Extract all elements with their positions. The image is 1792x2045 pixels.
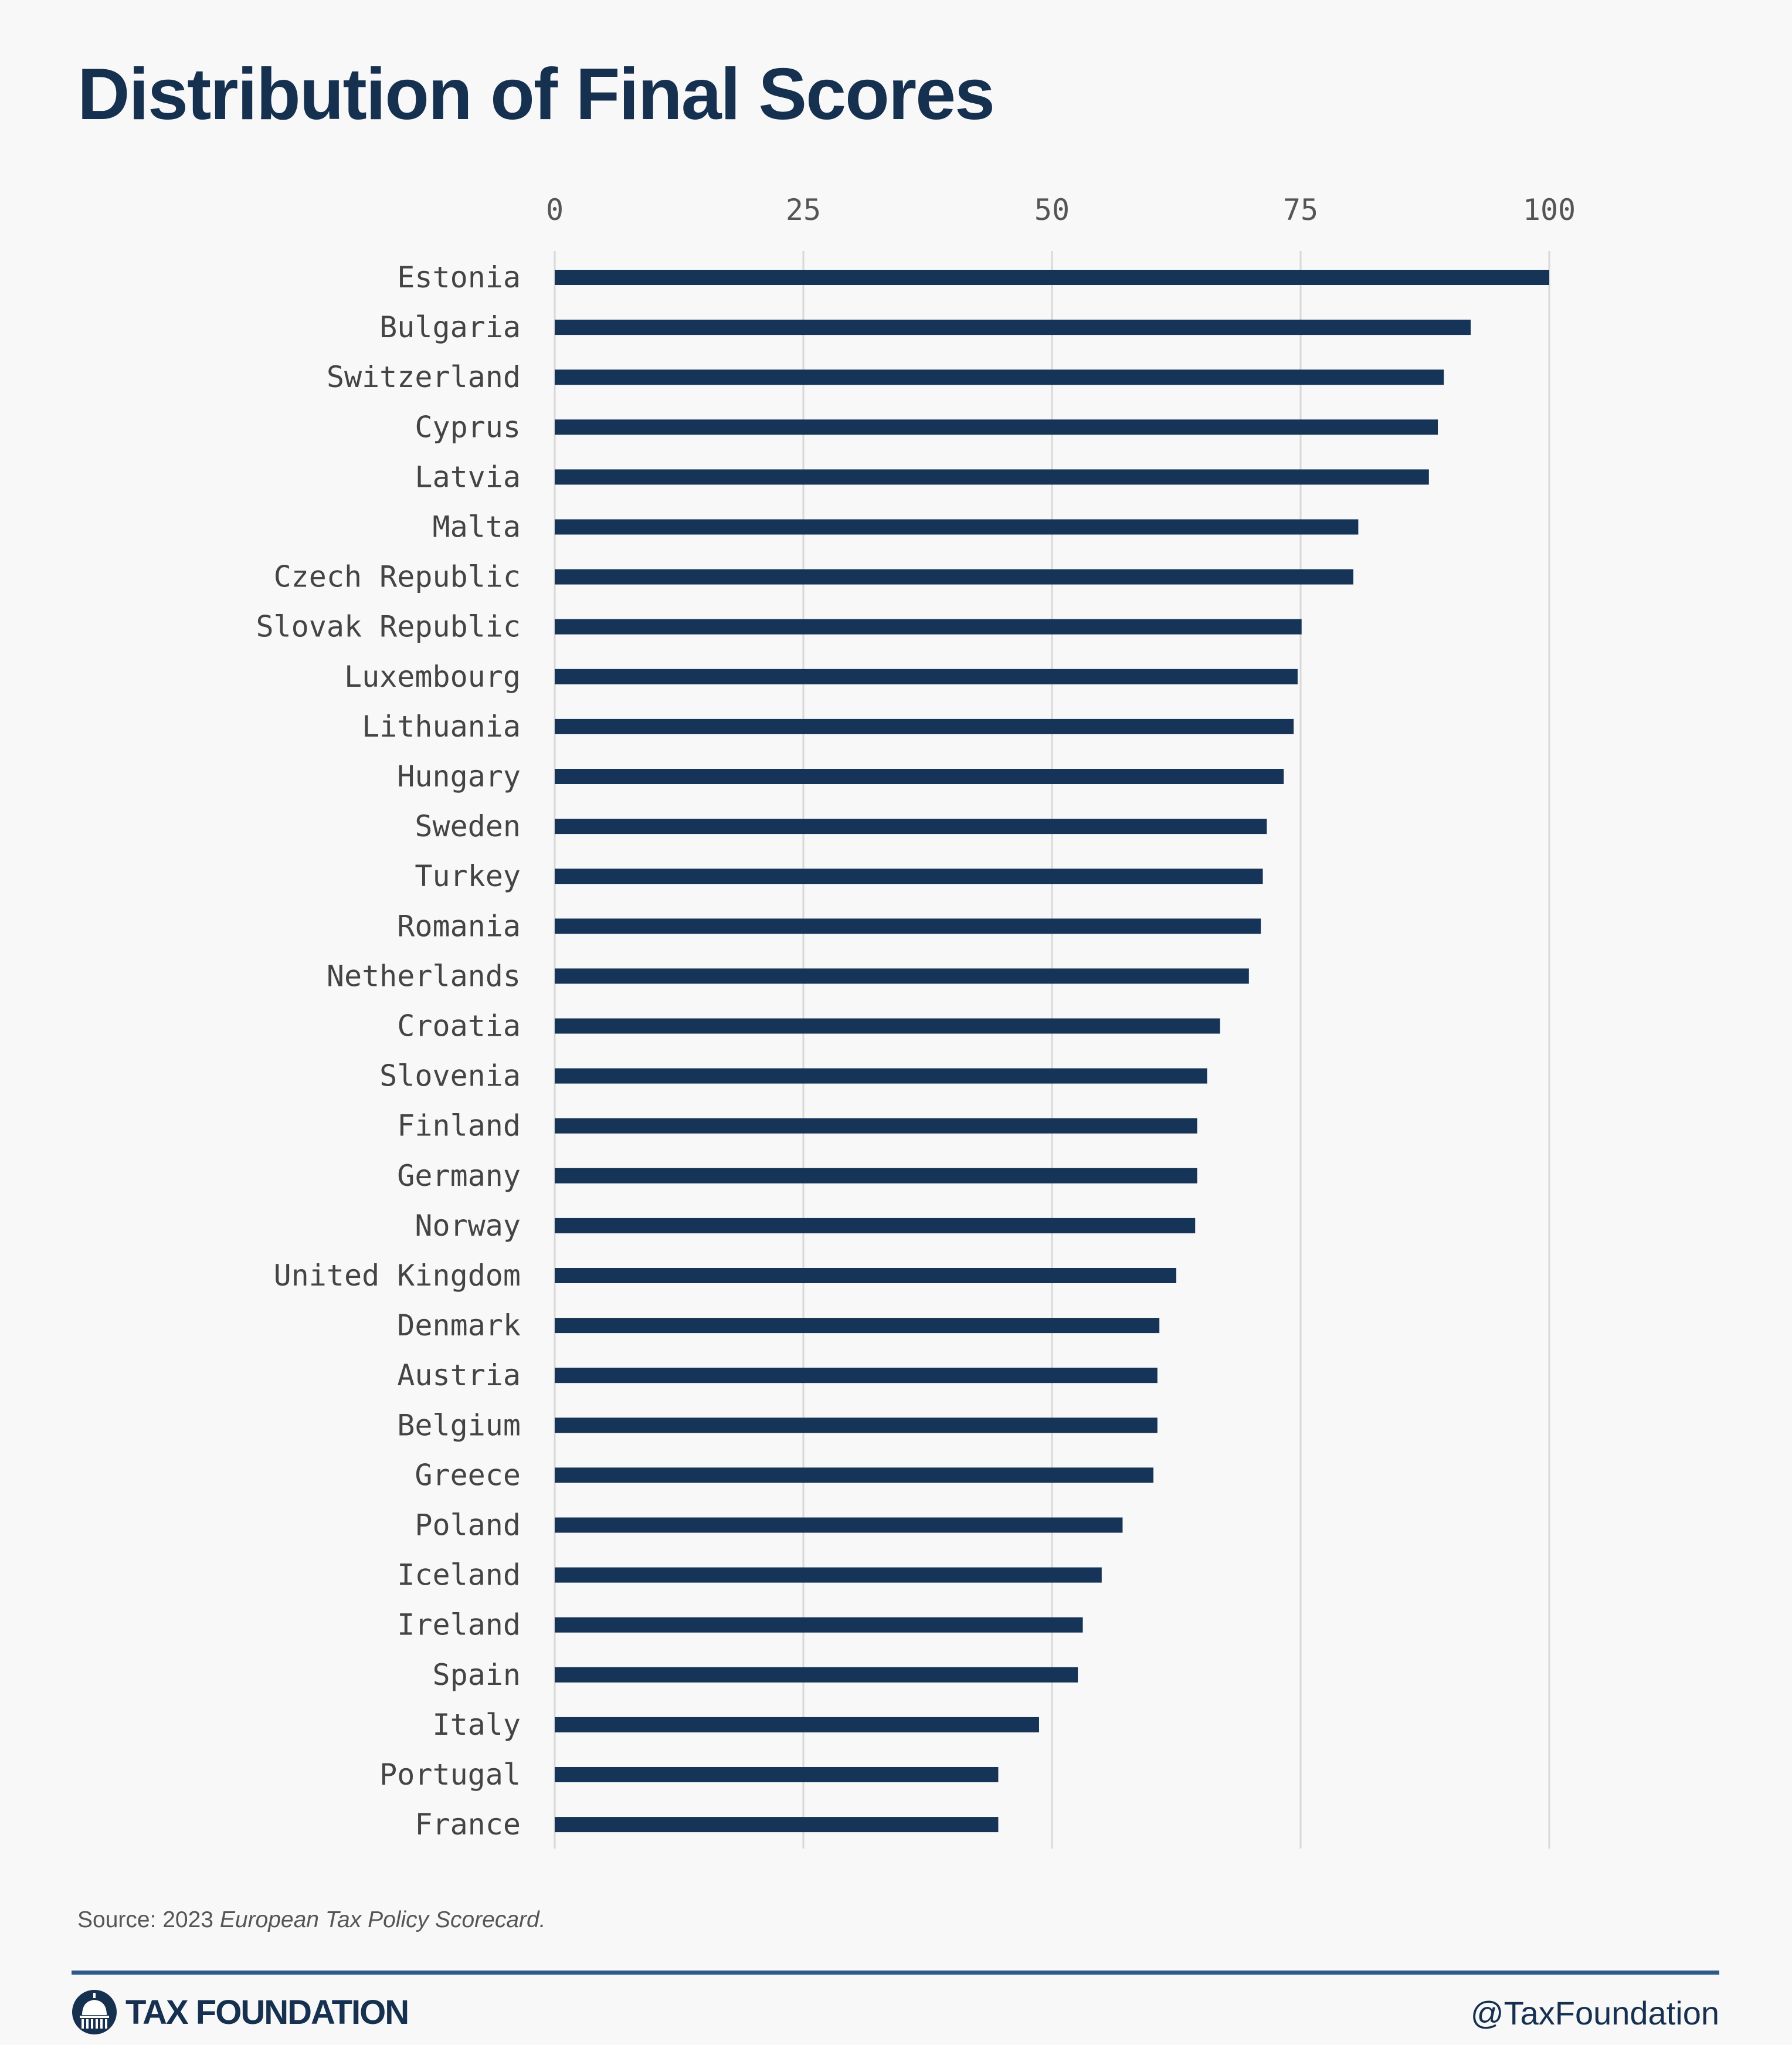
category-label: Spain [432,1658,521,1692]
bar [555,769,1284,784]
bar [555,1168,1197,1183]
category-label: Netherlands [327,959,521,993]
bar [555,869,1263,884]
bar [555,1217,1196,1233]
gridlines [554,251,1550,1849]
bar [555,718,1294,734]
category-label: Hungary [397,759,521,793]
category-label: Slovenia [379,1059,521,1093]
bar [555,1667,1078,1683]
bar [555,1517,1123,1533]
bars [555,270,1549,1833]
bar [555,419,1438,435]
category-label: Ireland [397,1608,521,1642]
x-tick-label: 0 [546,193,564,227]
bar [555,1417,1158,1433]
bar [555,968,1249,984]
category-label: Czech Republic [274,560,521,594]
bar [555,519,1359,535]
brand-name: TAX FOUNDATION [125,1993,409,2032]
bar [555,320,1471,335]
category-label: Belgium [397,1408,521,1442]
category-label: Luxembourg [344,660,521,694]
category-label: France [415,1807,521,1841]
category-label: Germany [397,1159,521,1193]
bar [555,1567,1102,1583]
category-label: Denmark [397,1308,521,1342]
bar [555,1018,1220,1034]
bar [555,1318,1160,1334]
bar [555,1717,1039,1732]
bar [555,819,1267,835]
x-tick-label: 25 [786,193,821,227]
category-label: Romania [397,909,521,943]
bar [555,369,1444,385]
category-label: Lithuania [362,710,521,744]
category-label: United Kingdom [274,1259,521,1293]
bar [555,469,1429,485]
category-labels: Estonia Bulgaria Switzerland Cyprus Latvia Ma… [256,260,521,1841]
bar [555,1268,1176,1283]
x-tick-label: 100 [1523,193,1576,227]
category-label: Austria [397,1358,521,1392]
bar [555,669,1298,684]
category-label: Portugal [379,1758,521,1792]
category-label: Sweden [415,809,521,843]
bar [555,1617,1083,1633]
social-handle: @TaxFoundation [1470,1995,1719,2032]
bar [555,1118,1197,1134]
category-label: Iceland [397,1558,521,1592]
category-label: Bulgaria [379,310,521,344]
category-label: Slovak Republic [256,610,521,644]
source-publication: European Tax Policy Scorecard. [219,1907,546,1932]
bar [555,619,1302,635]
bar [555,1767,999,1782]
category-label: Greece [415,1458,521,1492]
source-prefix: Source: 2023 [77,1907,220,1932]
x-tick-label: 50 [1034,193,1070,227]
category-label: Finland [397,1109,521,1143]
brand-logo-lockup: TAX FOUNDATION [72,1989,409,2035]
bar [555,1817,999,1833]
footer-divider [72,1971,1719,1975]
category-label: Latvia [415,460,521,494]
category-label: Norway [415,1209,521,1243]
bar [555,569,1353,585]
category-label: Estonia [397,260,521,294]
bar [555,918,1261,934]
category-label: Switzerland [327,360,521,394]
category-label: Cyprus [415,410,521,444]
category-label: Poland [415,1508,521,1542]
bar [555,270,1549,285]
bar [555,1467,1153,1483]
x-axis-ticks: 0 25 50 75 100 [546,193,1576,227]
bar [555,1368,1158,1383]
category-label: Croatia [397,1009,521,1043]
chart-title: Distribution of Final Scores [77,54,995,135]
capitol-dome-icon [72,1990,117,2034]
bar-chart: 0 25 50 75 100 Estonia Bulgaria Switzerland Cyp… [256,193,1576,1849]
x-tick-label: 75 [1283,193,1318,227]
category-label: Turkey [415,859,521,893]
bar [555,1068,1207,1084]
source-note: Source: 2023 European Tax Policy Scoreca… [77,1907,546,1933]
category-label: Italy [432,1708,521,1742]
category-label: Malta [432,510,521,544]
